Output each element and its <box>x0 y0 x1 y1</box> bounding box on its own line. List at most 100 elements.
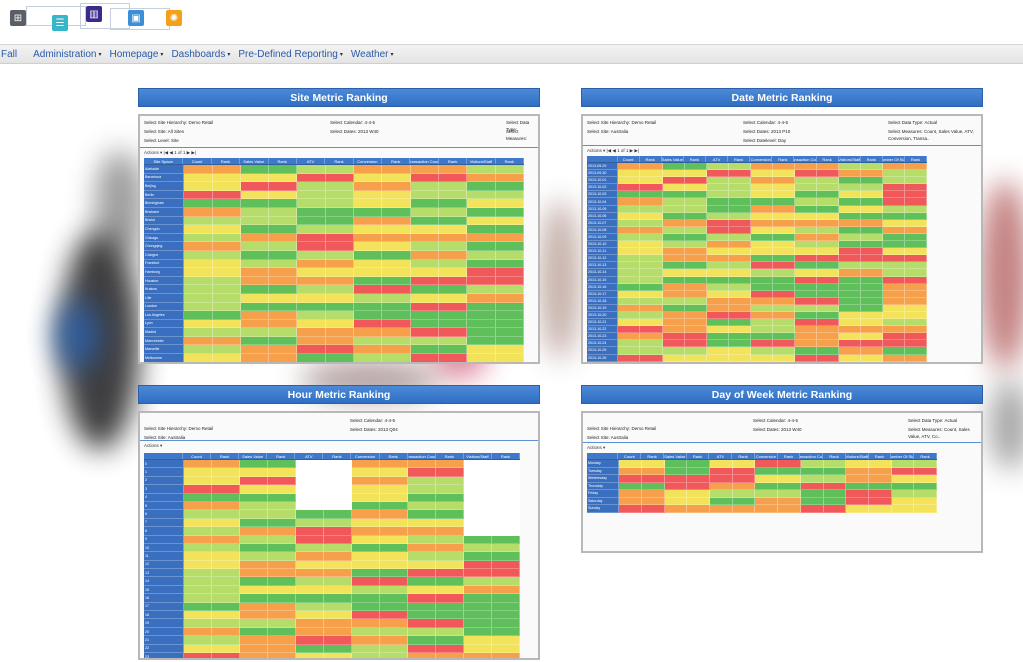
filter-label[interactable]: Select Data Type: Actual <box>888 120 937 125</box>
filter-label[interactable]: Select Site Hierarchy: Demo Retail <box>144 426 214 431</box>
column-header[interactable] <box>587 156 618 162</box>
filter-label[interactable]: Select Site: All Sites <box>144 129 185 134</box>
filter-label[interactable]: Select Measures: Count, Sales Value, ATV… <box>908 427 970 439</box>
column-header[interactable]: Rank <box>436 453 464 459</box>
heat-cell <box>492 569 521 578</box>
column-header[interactable]: Rank <box>684 156 706 162</box>
chart-icon[interactable]: ▥ <box>86 6 102 22</box>
column-header[interactable]: Conversion <box>755 453 778 459</box>
column-header[interactable]: Visitors/Staff <box>838 156 861 162</box>
column-header[interactable]: ATV <box>297 158 326 164</box>
filter-label[interactable]: Select Level: Site <box>144 138 179 143</box>
filter-label[interactable]: Select Data Type: Actual <box>908 418 957 423</box>
column-header[interactable]: Rank <box>728 156 751 162</box>
column-header[interactable]: Rank <box>772 156 795 162</box>
filter-label[interactable]: Select Measures: <box>506 129 528 141</box>
column-header[interactable]: Count <box>183 453 212 459</box>
column-header[interactable]: Sales Value <box>664 453 687 459</box>
nav-item-pre-defined-reporting[interactable]: Pre-Defined Reporting ▾ <box>238 49 343 60</box>
column-header[interactable]: Rank <box>267 453 296 459</box>
filter-label[interactable]: Select Calendar: 4-4-5 <box>330 120 376 125</box>
column-header[interactable]: Conversion <box>750 156 773 162</box>
column-header[interactable] <box>144 453 183 459</box>
column-header[interactable]: Sales Value <box>661 156 684 162</box>
nav-item-dashboards[interactable]: Dashboards ▾ <box>171 49 230 60</box>
column-header[interactable]: Number Of Staff <box>883 156 905 162</box>
column-header[interactable]: Rank <box>861 156 883 162</box>
column-header[interactable]: Rank <box>382 158 411 164</box>
column-header[interactable]: Conversion <box>351 453 380 459</box>
column-header[interactable]: Visitors/Staff <box>467 158 496 164</box>
column-header[interactable]: Transaction Count <box>408 453 436 459</box>
column-header[interactable]: Rank <box>211 453 240 459</box>
column-header[interactable]: Number Of Staff <box>891 453 915 459</box>
column-header[interactable]: Rank <box>778 453 801 459</box>
filter-label[interactable]: Select Dates: 2013 Q04 <box>350 427 398 432</box>
column-header[interactable]: Transaction Count <box>794 156 817 162</box>
column-header[interactable]: Rank <box>439 158 468 164</box>
column-header[interactable]: Rank <box>687 453 710 459</box>
column-header[interactable]: Visitors/Staff <box>464 453 492 459</box>
filter-label[interactable]: Select Dates: 2013 P10 <box>743 129 791 134</box>
filter-label[interactable]: Select Site Hierarchy: Demo Retail <box>144 120 214 125</box>
nav-item-weather[interactable]: Weather ▾ <box>351 49 394 60</box>
column-header[interactable]: Rank <box>641 453 664 459</box>
filter-label[interactable]: Select Datelevel: Day <box>743 138 787 143</box>
column-header[interactable]: Rank <box>492 453 521 459</box>
column-header[interactable]: ATV <box>709 453 733 459</box>
column-header[interactable]: Rank <box>732 453 755 459</box>
nav-item-homepage[interactable]: Homepage ▾ <box>110 49 164 60</box>
column-header[interactable]: Count <box>618 453 642 459</box>
filter-label[interactable]: Select Dates: 2013 W40 <box>330 129 379 134</box>
column-header[interactable]: Rank <box>905 156 928 162</box>
filter-label[interactable]: Select Calendar: 4-4-5 <box>743 120 789 125</box>
actions-toolbar[interactable]: Actions ▾ <box>587 445 606 450</box>
column-header[interactable]: Rank <box>496 158 525 164</box>
column-header[interactable]: Rank <box>817 156 839 162</box>
heat-cell <box>640 205 663 213</box>
nav-item-administration[interactable]: Administration ▾ <box>33 49 101 60</box>
filter-label[interactable]: Select Measures: Count, Sales Value, ATV… <box>888 129 974 141</box>
column-header[interactable]: Rank <box>823 453 846 459</box>
filter-label[interactable]: Select Site: Australia <box>144 435 186 440</box>
list-icon[interactable]: ☰ <box>52 15 68 31</box>
heat-cell <box>640 248 663 256</box>
column-header[interactable] <box>587 453 619 459</box>
filter-label[interactable]: Select Data Type: <box>506 120 530 132</box>
column-header[interactable]: ATV <box>706 156 729 162</box>
column-header[interactable]: Rank <box>869 453 892 459</box>
actions-toolbar[interactable]: Actions ▾ |◀ ◀ 1 of 1 ▶ ▶| <box>587 148 639 153</box>
heat-cell <box>351 585 380 595</box>
actions-toolbar[interactable]: Actions ▾ |◀ ◀ 1 of 1 ▶ ▶| <box>144 150 196 155</box>
column-header[interactable]: Site Space <box>144 158 184 164</box>
column-header[interactable]: Rank <box>380 453 408 459</box>
column-header[interactable]: Sales Value <box>240 158 269 164</box>
filter-label[interactable]: Select Calendar: 4-4-5 <box>753 418 799 423</box>
row-label: Melbourne <box>144 354 185 362</box>
filter-label[interactable]: Select Site Hierarchy: Demo Retail <box>587 120 657 125</box>
column-header[interactable]: Count <box>183 158 212 164</box>
filter-label[interactable]: Select Calendar: 4-4-5 <box>350 418 396 423</box>
filter-label[interactable]: Select Dates: 2013 W40 <box>753 427 802 432</box>
filter-label[interactable]: Select Site: Australia <box>587 435 629 440</box>
column-header[interactable]: Transaction Count <box>410 158 439 164</box>
column-header[interactable]: Visitors/Staff <box>845 453 869 459</box>
column-header[interactable]: Rank <box>269 158 297 164</box>
column-header[interactable]: Rank <box>640 156 662 162</box>
sun-icon[interactable]: ✺ <box>166 10 182 26</box>
monitor-icon[interactable]: ▣ <box>128 10 144 26</box>
column-header[interactable]: Conversion <box>354 158 383 164</box>
column-header[interactable]: Count <box>618 156 640 162</box>
column-header[interactable]: Rank <box>323 453 352 459</box>
tree-icon[interactable]: ⊞ <box>10 10 26 26</box>
filter-label[interactable]: Select Site: Australia <box>587 129 629 134</box>
column-header[interactable]: Transaction Count <box>800 453 824 459</box>
column-header[interactable]: Rank <box>914 453 937 459</box>
actions-toolbar[interactable]: Actions ▾ <box>144 443 163 448</box>
column-header[interactable]: Sales Value <box>239 453 268 459</box>
column-header[interactable]: ATV <box>295 453 324 459</box>
filter-label[interactable]: Select Site Hierarchy: Demo Retail <box>587 426 657 431</box>
column-header[interactable]: Rank <box>325 158 354 164</box>
nav-item-fall[interactable]: Fall <box>1 48 18 60</box>
column-header[interactable]: Rank <box>212 158 241 164</box>
